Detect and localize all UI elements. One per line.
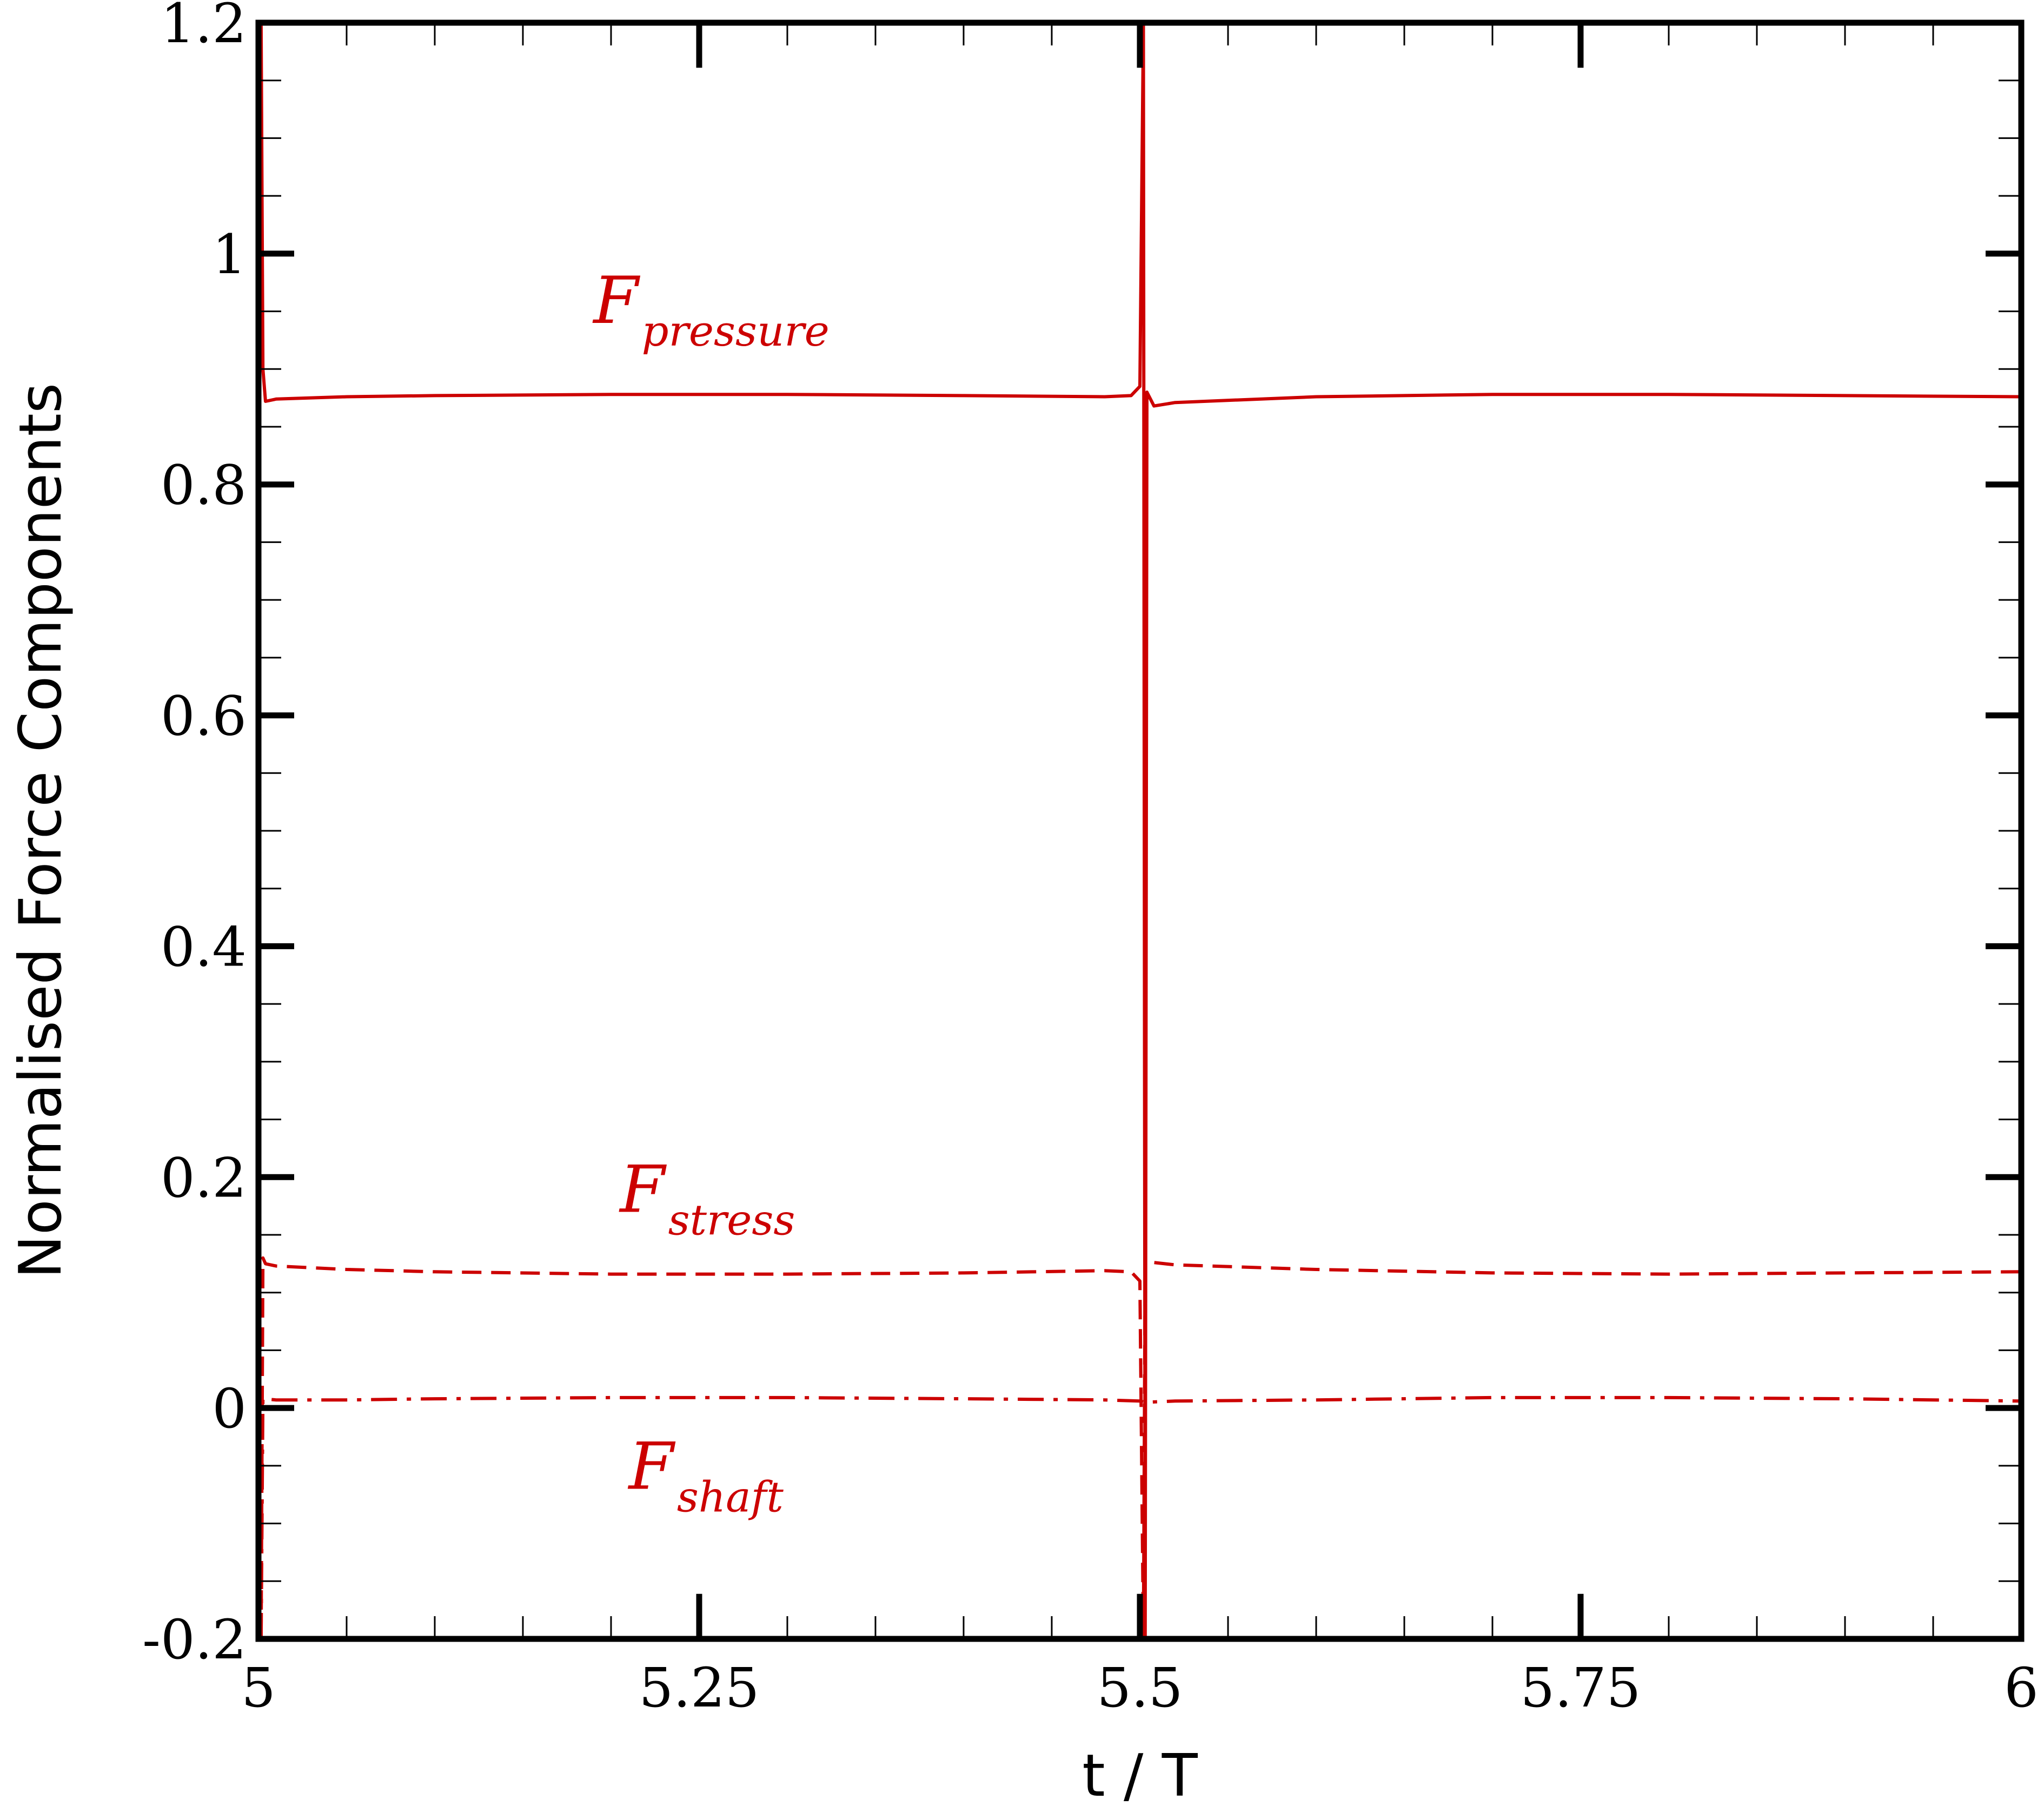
y-axis-title: Normalised Force Components [7, 383, 75, 1279]
annotation-main: F [619, 1152, 667, 1227]
x-tick-label: 5 [241, 1656, 276, 1719]
series-line-stress [259, 1256, 2021, 1639]
y-tick-label: 1.2 [161, 0, 247, 55]
x-tick-label: 5.75 [1521, 1656, 1641, 1719]
series-line-pressure [258, 23, 2021, 1639]
series-annotation-shaft: Fshaft [628, 1430, 784, 1522]
y-tick-label: 0.4 [161, 915, 247, 978]
tick-label-group: 5 5.25 5.5 5.75 6 -0.2 0 0.2 0.4 0.6 0.8 1 1.2 [142, 0, 2039, 1719]
y-tick-label: 0.6 [161, 685, 247, 748]
plot-frame [255, 19, 2025, 1642]
x-axis-title: t / T [1082, 1742, 1198, 1810]
annotation-main: F [628, 1430, 676, 1505]
series-annotation-pressure: Fpressure [592, 263, 829, 356]
x-tick-label: 5.25 [639, 1656, 760, 1719]
series-group [258, 23, 2021, 1639]
series-line-shaft [259, 1395, 2021, 1639]
annotation-subscript: shaft [677, 1473, 784, 1522]
x-tick-label: 5.5 [1097, 1656, 1183, 1719]
series-annotation-stress: Fstress [619, 1152, 795, 1245]
x-tick-label: 6 [2004, 1656, 2039, 1719]
y-tick-label: 0 [212, 1377, 247, 1440]
y-tick-label: 0.8 [161, 454, 247, 517]
y-tick-label: -0.2 [142, 1608, 247, 1671]
y-tick-label: 0.2 [161, 1146, 247, 1209]
annotation-subscript: pressure [642, 307, 829, 356]
annotation-subscript: stress [668, 1196, 795, 1245]
y-tick-label: 1 [212, 223, 247, 286]
annotation-main: F [592, 263, 640, 339]
